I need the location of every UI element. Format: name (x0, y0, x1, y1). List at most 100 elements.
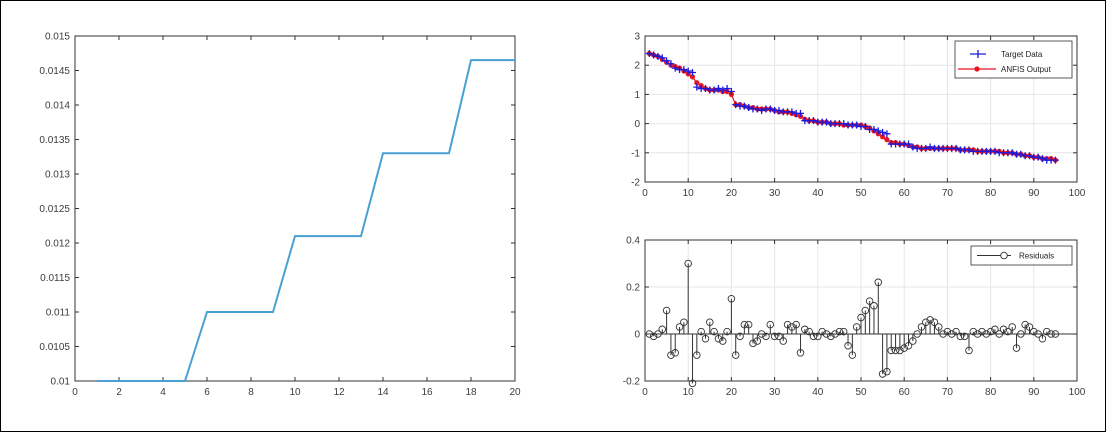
residual-marker (719, 337, 727, 345)
axes-box (644, 35, 1078, 183)
residual-marker (852, 323, 861, 331)
y-tick-label: -1 (631, 148, 640, 159)
target-data-point (727, 87, 735, 95)
x-tick-label: 80 (985, 188, 997, 199)
residual-marker (848, 351, 857, 359)
residual-marker (766, 320, 775, 329)
x-tick-label: 10 (683, 387, 695, 398)
target-data-point (1038, 155, 1046, 163)
target-data-point (1017, 150, 1025, 158)
x-tick-label: 80 (985, 387, 997, 398)
y-tick-label: 0.012 (45, 239, 70, 250)
target-data-point (1008, 149, 1016, 157)
legend-anfis-label: ANFIS Output (1001, 65, 1052, 74)
residual-marker (714, 334, 723, 343)
x-tick-label: 40 (812, 387, 824, 398)
target-data-point (693, 83, 701, 91)
plot-area (75, 36, 515, 381)
target-data-point (965, 146, 973, 154)
x-tick-label: 20 (726, 188, 738, 199)
residual-marker (913, 330, 921, 338)
residual-marker (900, 344, 908, 352)
target-data-point (753, 105, 761, 113)
residual-marker (792, 320, 800, 329)
residual-marker (986, 327, 995, 336)
residual-marker (978, 327, 986, 336)
x-tick-label: 30 (769, 188, 781, 199)
residual-marker (1043, 327, 1051, 336)
residual-marker (757, 330, 766, 338)
residual-marker (727, 295, 736, 303)
residual-marker (904, 342, 913, 350)
y-tick-label: 0.0105 (39, 342, 70, 353)
y-tick-label: 0.011 (46, 308, 71, 319)
target-data-point (723, 85, 731, 93)
target-data-point (788, 108, 796, 116)
anfis-output-point (884, 137, 890, 143)
legend-residual-marker (1000, 251, 1008, 260)
y-tick-label: 0.0135 (39, 135, 70, 146)
legend-anfis-marker (974, 66, 980, 72)
target-data-point (809, 117, 817, 125)
residual-marker (809, 332, 818, 341)
x-tick-label: 20 (509, 387, 521, 398)
residual-marker (645, 330, 654, 338)
target-data-point (861, 123, 869, 131)
x-tick-label: 12 (333, 387, 345, 398)
target-data-point (853, 121, 861, 129)
residual-marker (887, 346, 895, 355)
target-data-point (658, 54, 666, 62)
residual-marker (943, 327, 952, 336)
axes-box (644, 239, 1078, 382)
residual-marker (939, 330, 947, 338)
residual-marker (788, 323, 796, 331)
residual-marker (684, 259, 692, 268)
residual-marker (675, 323, 684, 331)
x-tick-label: 100 (1069, 188, 1086, 199)
x-tick-label: 70 (942, 188, 954, 199)
residual-marker (891, 346, 900, 355)
target-data-point (883, 130, 891, 138)
residual-marker (835, 327, 844, 336)
residual-marker (991, 325, 999, 334)
target-data-point (879, 128, 887, 136)
y-tick-label: 0.013 (45, 170, 70, 181)
legend-box (954, 40, 1073, 79)
residual-marker (1030, 327, 1038, 336)
residual-marker (874, 278, 883, 287)
x-tick-label: 4 (160, 387, 166, 398)
residual-marker (667, 351, 675, 359)
residual-marker (827, 332, 835, 341)
target-data-point (740, 102, 748, 110)
x-tick-label: 0 (642, 387, 648, 398)
residual-marker (956, 332, 965, 341)
residual-marker (909, 337, 917, 345)
residual-marker (917, 323, 926, 331)
residual-marker (831, 330, 839, 338)
target-data-point (1051, 156, 1059, 164)
residual-marker (896, 346, 904, 355)
target-data-point (710, 86, 718, 94)
residual-marker (1008, 323, 1016, 331)
residual-marker (947, 330, 956, 338)
target-data-point (745, 104, 753, 112)
target-data-point (719, 86, 727, 94)
target-data-point (822, 118, 830, 126)
target-data-point (840, 120, 848, 128)
legend-target-marker (970, 50, 986, 58)
residual-marker (930, 318, 939, 327)
residual-marker (710, 327, 718, 336)
residual-marker (649, 332, 658, 341)
legend-residual-label: Residuals (1019, 252, 1054, 261)
x-tick-label: 30 (769, 387, 781, 398)
residual-marker (1012, 344, 1021, 352)
y-tick-label: 0.01 (51, 377, 71, 388)
residual-marker (706, 318, 714, 327)
target-data-point (680, 66, 688, 74)
residual-marker (753, 337, 762, 345)
x-tick-label: 18 (465, 387, 477, 398)
target-data-point (909, 143, 917, 151)
residual-marker (995, 330, 1003, 338)
residual-marker (999, 325, 1008, 334)
